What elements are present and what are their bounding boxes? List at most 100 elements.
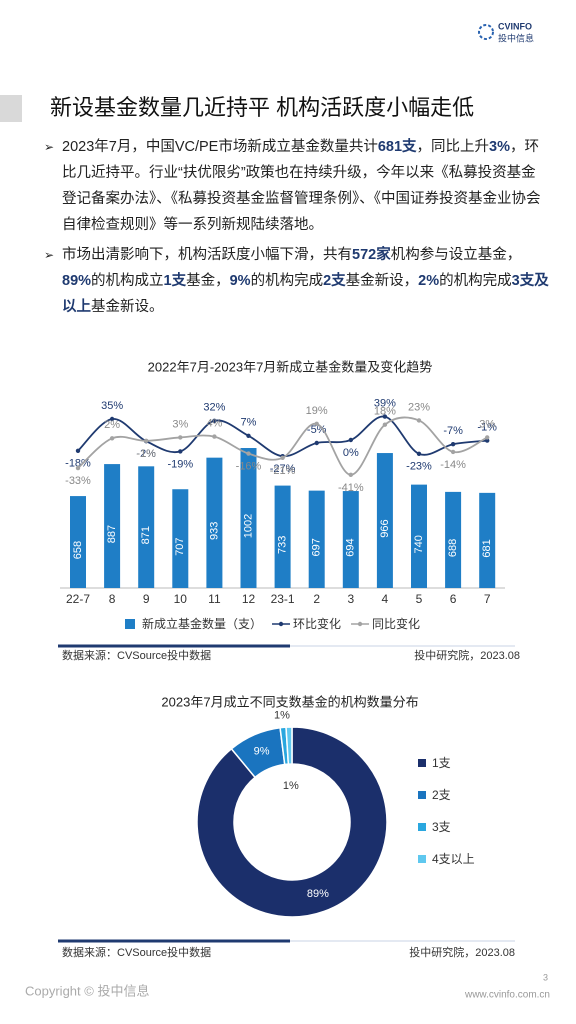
legend-swatch [418,791,426,799]
legend-label: 3支 [432,820,451,834]
page-title: 新设基金数量几近持平 机构活跃度小幅走低 [50,95,474,120]
x-tick-label: 7 [484,592,491,606]
data-label: -23% [406,461,432,473]
legend-swatch [418,759,426,767]
donut-label: 9% [254,746,270,758]
text-run: ，环比几近持平。行业“扶优限劣”政策也在持续升级，今年以来《私募投资基金登记备案… [62,139,541,233]
page-number: 3 [543,972,548,982]
donut-slice [196,726,388,918]
line-point [109,436,115,441]
highlight: 3支及以上 [62,273,549,315]
text-run: 市场出清影响下，机构活跃度小幅下滑，共有 [62,247,352,263]
x-tick-label: 8 [109,592,116,606]
bullet-marker: ➢ [44,248,55,262]
legend-label: 同比变化 [372,616,420,631]
data-label: -33% [65,475,91,487]
logo: CVINFO 投中信息 [478,21,534,43]
data-label: 19% [306,405,328,417]
data-label: -1% [477,422,497,434]
text-run: 的机构完成 [250,273,324,289]
line-point [314,421,319,427]
line-point [382,422,388,427]
data-label: 7% [241,417,257,429]
x-tick-label: 2 [313,592,320,606]
line-point [75,465,81,471]
bar-label: 658 [72,541,84,559]
data-label: 2% [104,419,120,431]
bar [376,453,393,588]
line-point [314,440,319,446]
text-run: 2023年7月，中国VC/PE市场新成立基金数量共计 [62,139,378,155]
highlight: 681支 [377,139,417,155]
data-label: -16% [236,461,262,473]
data-label: 32% [203,402,225,414]
chart-title: 2022年7月-2023年7月新成立基金数量及变化趋势 [148,359,433,374]
line-point [75,448,81,453]
x-tick-label: 6 [450,592,457,606]
x-tick-label: 10 [174,592,188,606]
data-label: 4% [206,418,222,430]
highlight: 2% [418,273,440,289]
line-point [450,449,456,455]
bullet-marker: ➢ [44,140,55,154]
line-point [382,414,388,419]
url: www.cvinfo.com.cn [464,990,550,1001]
line-point [109,416,115,422]
line-point [246,451,251,456]
data-label: -7% [443,425,463,437]
line-point [178,449,183,454]
line-point [212,434,217,439]
bar-label: 887 [106,525,118,543]
source: 数据来源：CVSource投中数据 [62,648,211,662]
line-point [450,442,456,447]
highlight: 89% [62,273,92,289]
line-point [280,455,285,461]
text-run: 机构参与设立基金， [390,247,522,263]
line-point [416,418,422,423]
bar-label: 688 [447,539,459,557]
data-label: -41% [338,482,364,494]
bar [411,484,427,588]
legend-swatch [418,855,426,863]
chart-title: 2023年7月成立不同支数基金的机构数量分布 [161,694,418,709]
donut-label: 1% [283,780,299,792]
bar [445,491,462,588]
legend-swatch [278,621,284,627]
text-run: 的机构成立 [91,273,164,289]
highlight: 572家 [352,247,391,263]
x-tick-label: 9 [143,592,150,606]
data-label: -14% [440,459,466,471]
donut-slice [285,726,293,765]
donut-label: 1% [274,709,290,721]
bullet: ➢ 2023年7月，中国VC/PE市场新成立基金数量共计681支，同比上升3%，环… [44,134,550,238]
text-run: 基金新设。 [91,299,164,315]
bar-label: 966 [379,519,391,537]
highlight: 1支 [163,273,187,289]
donut-label: 89% [307,888,329,900]
line-point [416,451,422,456]
source: 数据来源：CVSource投中数据 [62,945,211,959]
bar-label: 681 [481,539,493,557]
bar-label: 733 [277,536,289,554]
x-tick-label: 3 [347,592,354,606]
text-run: 基金新设， [345,273,419,289]
x-tick-label: 23-1 [271,592,295,606]
bar-label: 1002 [242,514,254,538]
line-point [485,438,490,443]
highlight: 3% [489,139,511,155]
legend-swatch [418,823,426,831]
logo-sub: 投中信息 [498,32,534,43]
bar [308,490,325,588]
bar-label: 697 [311,538,323,556]
bar [172,489,189,588]
legend-label: 环比变化 [293,616,341,631]
text-run: ，同比上升 [416,139,490,155]
line-point [348,437,353,443]
bullet: ➢ 市场出清影响下，机构活跃度小幅下滑，共有572家机构参与设立基金，89%的机构… [44,242,550,320]
highlight: 9% [229,273,251,289]
x-tick-label: 22-7 [66,592,90,606]
bar [104,464,121,588]
data-label: 3% [479,418,495,430]
